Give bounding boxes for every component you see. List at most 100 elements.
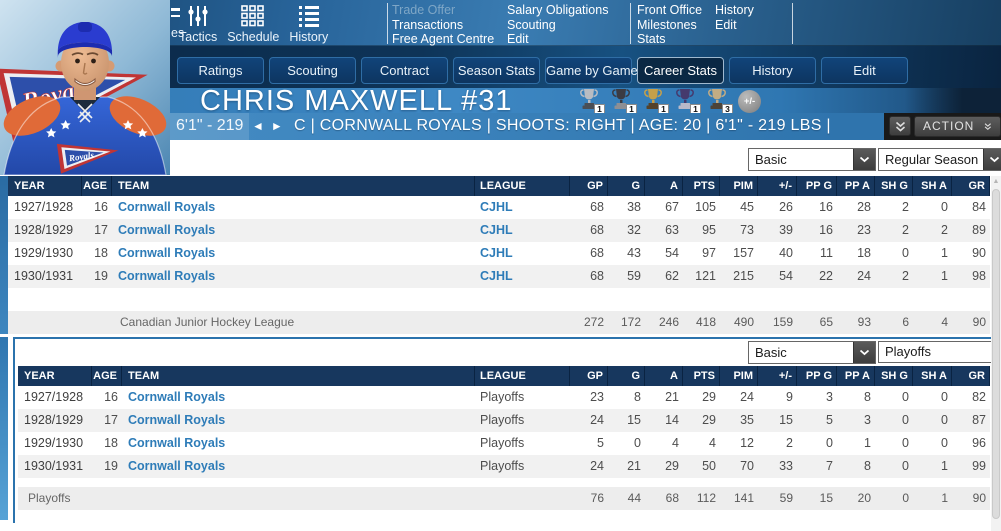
stat-cell: 29 (702, 390, 716, 404)
column-header-pts[interactable]: PTS (683, 366, 720, 386)
team-link[interactable]: Cornwall Royals (118, 246, 216, 260)
stats-row: 1929/1930 18 Cornwall Royals Playoffs 5 0 4 4 12… (18, 432, 990, 455)
tab-edit[interactable]: Edit (821, 57, 908, 84)
column-header-pp-a[interactable]: PP A (837, 176, 875, 196)
stat-cell: 99 (972, 459, 986, 473)
column-header-a[interactable]: A (645, 366, 683, 386)
summary-label: Playoffs (28, 491, 71, 505)
stat-cell: 1 (941, 246, 948, 260)
column-header-year[interactable]: YEAR (18, 366, 92, 386)
scrollbar-thumb[interactable] (992, 189, 1000, 519)
column-header-age[interactable]: AGE (82, 176, 112, 196)
column-header-sh-a[interactable]: SH A (913, 366, 952, 386)
column-header-pts[interactable]: PTS (683, 176, 720, 196)
chevron-down-icon[interactable] (853, 149, 875, 170)
league-cell[interactable]: CJHL (480, 269, 513, 283)
league-cell[interactable]: CJHL (480, 223, 513, 237)
tab-history[interactable]: History (729, 57, 816, 84)
menu-item-milestones[interactable]: Milestones (637, 17, 697, 32)
column-header-age[interactable]: AGE (92, 366, 122, 386)
left-edge-strip (0, 176, 8, 334)
tab-season-stats[interactable]: Season Stats (453, 57, 540, 84)
column-header-gp[interactable]: GP (570, 366, 608, 386)
column-header-pim[interactable]: PIM (720, 366, 758, 386)
stat-cell: 26 (779, 200, 793, 214)
column-header-pp-g[interactable]: PP G (797, 366, 837, 386)
column-header-league[interactable]: LEAGUE (475, 366, 570, 386)
team-link[interactable]: Cornwall Royals (128, 436, 226, 450)
season-scope-select-playoffs[interactable]: Playoffs (878, 341, 1000, 363)
tactics-icon (186, 3, 210, 29)
stat-cell: 0 (902, 246, 909, 260)
scroll-up-arrow[interactable]: ▲ (992, 178, 1000, 185)
column-header-year[interactable]: YEAR (8, 176, 82, 196)
silver-trophy-icon: 1 (578, 88, 605, 115)
menu-item-transactions[interactable]: Transactions (392, 17, 464, 32)
column-header-[interactable]: +/- (758, 176, 797, 196)
team-link[interactable]: Cornwall Royals (128, 459, 226, 473)
stat-cell: 2 (902, 269, 909, 283)
menu-item-history[interactable]: History (715, 3, 754, 17)
next-player-button[interactable]: ► (270, 119, 283, 133)
menu-item-edit[interactable]: Edit (715, 17, 737, 32)
column-header-[interactable]: +/- (758, 366, 797, 386)
column-header-gr[interactable]: GR (952, 366, 990, 386)
menu-item-tactics[interactable]: Tactics (179, 3, 217, 44)
summary-stat: 112 (696, 491, 716, 505)
team-link[interactable]: Cornwall Royals (128, 390, 226, 404)
season-scope-select[interactable]: Regular Season (878, 148, 1001, 171)
menu-item-schedule[interactable]: Schedule (227, 3, 279, 44)
stat-cell: 82 (972, 390, 986, 404)
chevron-down-icon[interactable] (853, 342, 875, 363)
column-header-sh-g[interactable]: SH G (875, 366, 913, 386)
team-link[interactable]: Cornwall Royals (118, 269, 216, 283)
column-header-gr[interactable]: GR (952, 176, 990, 196)
stat-cell: 24 (590, 413, 604, 427)
career-stats-content: Basic Regular Season YEAR AGE TEAM LEAGUE GP… (0, 140, 1001, 531)
menu-item-history[interactable]: History (289, 3, 328, 44)
league-cell[interactable]: CJHL (480, 246, 513, 260)
league-cell[interactable]: CJHL (480, 200, 513, 214)
tab-career-stats[interactable]: Career Stats (637, 57, 724, 84)
column-header-league[interactable]: LEAGUE (475, 176, 570, 196)
menu-item-stats[interactable]: Stats (637, 32, 666, 46)
action-button[interactable]: ACTION (914, 115, 1001, 137)
team-link[interactable]: Cornwall Royals (118, 200, 216, 214)
column-header-pp-a[interactable]: PP A (837, 366, 875, 386)
stat-cell: 0 (941, 200, 948, 214)
year-cell: 1930/1931 (24, 459, 84, 473)
collapse-chevron-button[interactable] (889, 116, 911, 136)
menu-item-free-agent-centre[interactable]: Free Agent Centre (392, 32, 495, 46)
stats-type-select[interactable]: Basic (748, 148, 876, 171)
column-header-a[interactable]: A (645, 176, 683, 196)
tab-ratings[interactable]: Ratings (177, 57, 264, 84)
column-header-pim[interactable]: PIM (720, 176, 758, 196)
summary-stat: 93 (857, 315, 871, 329)
menu-item-lines-clipped[interactable]: es (171, 4, 184, 40)
menu-item-front-office[interactable]: Front Office (637, 3, 703, 17)
stats-type-select-playoffs[interactable]: Basic (748, 341, 876, 364)
column-header-sh-a[interactable]: SH A (913, 176, 952, 196)
column-header-gp[interactable]: GP (570, 176, 608, 196)
column-header-team[interactable]: TEAM (112, 176, 475, 196)
summary-stat: 272 (583, 315, 604, 329)
chevron-down-icon[interactable] (983, 149, 1001, 170)
column-header-sh-g[interactable]: SH G (875, 176, 913, 196)
tab-contract[interactable]: Contract (361, 57, 448, 84)
player-name: CHRIS MAXWELL #31 (200, 85, 513, 117)
stat-cell: 8 (864, 459, 871, 473)
column-header-pp-g[interactable]: PP G (797, 176, 837, 196)
team-link[interactable]: Cornwall Royals (118, 223, 216, 237)
column-header-g[interactable]: G (608, 366, 645, 386)
column-header-g[interactable]: G (608, 176, 645, 196)
tab-scouting[interactable]: Scouting (269, 57, 356, 84)
vertical-scrollbar[interactable]: ▲ (991, 176, 1001, 531)
menu-item-salary-obligations[interactable]: Salary Obligations (507, 3, 609, 17)
menu-item-edit[interactable]: Edit (507, 32, 529, 46)
column-header-team[interactable]: TEAM (122, 366, 475, 386)
prev-player-button[interactable]: ◄ (252, 119, 264, 133)
tab-game-by-game[interactable]: Game by Game (545, 57, 638, 84)
team-link[interactable]: Cornwall Royals (128, 413, 226, 427)
stat-cell: 29 (702, 413, 716, 427)
menu-item-scouting[interactable]: Scouting (507, 17, 556, 32)
